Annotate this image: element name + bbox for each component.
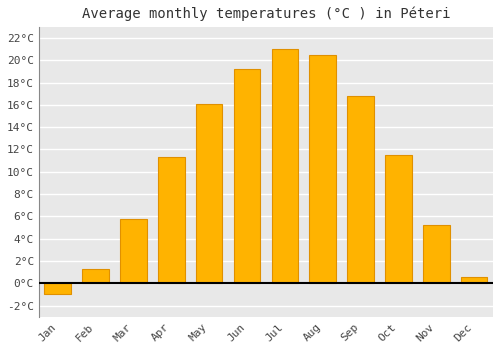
Bar — [461, 276, 487, 284]
Bar — [310, 55, 336, 284]
Bar — [234, 69, 260, 284]
Bar — [44, 284, 71, 294]
Bar — [158, 157, 184, 284]
Bar — [272, 49, 298, 284]
Bar — [120, 219, 146, 284]
Bar — [423, 225, 450, 284]
Bar — [385, 155, 411, 284]
Bar — [348, 96, 374, 284]
Bar — [196, 104, 222, 284]
Bar — [82, 269, 109, 284]
Title: Average monthly temperatures (°C ) in Péteri: Average monthly temperatures (°C ) in Pé… — [82, 7, 450, 21]
